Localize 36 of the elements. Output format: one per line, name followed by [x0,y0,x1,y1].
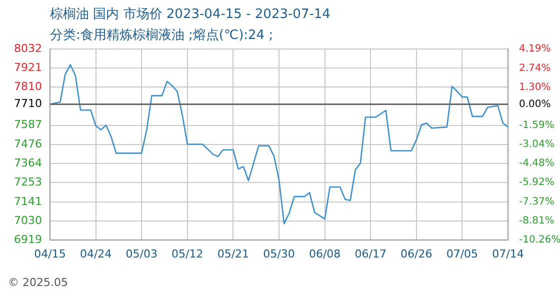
y2-tick-label: 2.74% [519,62,551,74]
y-tick-label: 7030 [14,214,42,227]
x-tick-label: 04/24 [80,247,112,260]
y2-tick-label: -5.92% [519,177,554,188]
y-tick-label: 8032 [14,42,42,55]
y2-tick-label: -4.48% [519,158,554,170]
y2-tick-label: -3.04% [519,139,554,150]
x-tick-label: 06/26 [400,247,432,260]
x-tick-label: 07/14 [492,247,524,260]
y-tick-label: 7921 [14,60,42,74]
y-tick-label: 7587 [14,118,42,132]
x-tick-label: 04/15 [34,247,66,260]
x-tick-label: 06/08 [308,247,341,260]
text: © 2025.05 [8,276,68,289]
y2-tick-label: -7.37% [519,196,554,208]
y2-tick-label: 4.19% [519,44,551,55]
chart-title: 棕榈油 国内 市场价 2023-04-15 - 2023-07-14 [50,6,330,23]
y2-tick-label: -1.59% [519,120,554,131]
y-tick-label: 6919 [14,232,42,246]
x-tick-label: 05/21 [217,247,250,260]
y-tick-label: 7364 [14,156,42,170]
y-tick-label: 7710 [14,97,42,110]
y-tick-label: 7253 [14,176,42,189]
y2-tick-label: 0.00% [519,98,551,110]
chart-subtitle: 分类:食用精炼棕榈液油 ;熔点(℃):24 ; [50,27,274,44]
y2-tick-label: -10.26% [519,234,560,246]
y-tick-label: 7141 [14,194,42,208]
y-tick-label: 7810 [14,80,42,93]
x-tick-label: 05/03 [126,247,158,260]
y2-tick-label: 1.30% [519,82,551,93]
x-tick-label: 07/05 [446,247,478,260]
x-tick-label: 05/30 [263,247,295,260]
y2-tick-label: -8.81% [519,215,554,226]
y-tick-label: 7476 [14,137,42,150]
x-tick-label: 06/17 [354,247,386,260]
x-tick-label: 05/12 [172,247,204,260]
